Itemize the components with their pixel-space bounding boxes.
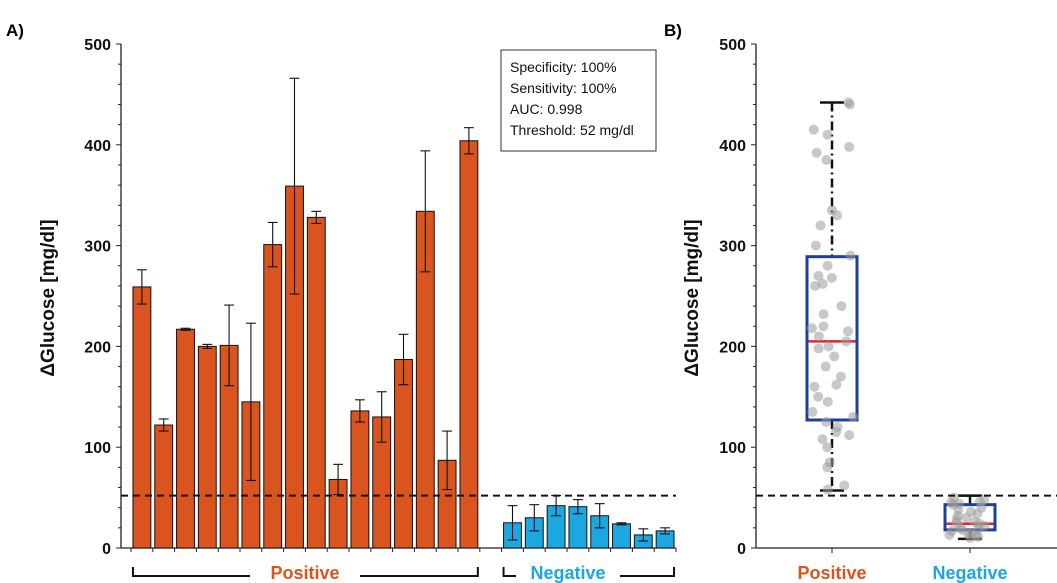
data-point <box>813 391 824 402</box>
data-point <box>809 381 820 392</box>
data-point <box>832 210 843 221</box>
data-point <box>842 326 853 337</box>
data-point <box>844 430 855 441</box>
data-point <box>813 270 824 281</box>
data-point <box>826 272 837 283</box>
data-point <box>821 417 832 427</box>
data-point <box>848 411 859 422</box>
data-point <box>972 508 983 519</box>
box <box>805 255 859 422</box>
data-point <box>807 323 818 334</box>
annotation-sensitivity: Sensitivity: 100% <box>510 80 617 96</box>
data-point <box>835 371 846 382</box>
bar <box>394 359 413 549</box>
data-point <box>817 434 828 445</box>
panel-a-y-tick-label: 300 <box>84 239 111 256</box>
data-point <box>810 240 821 251</box>
panel-a-y-tick-label: 0 <box>102 541 111 558</box>
data-point <box>811 147 822 158</box>
bar <box>612 523 631 549</box>
bar <box>459 140 479 549</box>
data-point <box>841 336 852 347</box>
data-point <box>844 99 855 110</box>
data-point <box>845 250 856 261</box>
annotation-specificity: Specificity: 100% <box>510 59 617 75</box>
panel-b-category-label: Positive <box>797 563 866 583</box>
data-point <box>831 379 842 390</box>
bar <box>132 286 152 549</box>
data-point <box>822 484 833 495</box>
data-point <box>965 532 976 543</box>
panel-b-y-tick-label: 0 <box>737 541 746 558</box>
panel-b-y-tick-label: 100 <box>719 440 746 457</box>
data-point <box>822 129 833 140</box>
data-point <box>839 480 850 491</box>
data-point <box>818 321 829 332</box>
data-point <box>807 406 818 417</box>
data-point <box>810 280 821 291</box>
data-point <box>808 124 819 135</box>
data-point <box>815 220 826 231</box>
bar <box>176 328 195 549</box>
bar <box>306 216 326 549</box>
panel-a-label: A) <box>6 21 24 40</box>
panel-b-ylabel: ΔGlucose [mg/dl] <box>682 219 703 376</box>
panel-b-y-tick-label: 300 <box>719 239 746 256</box>
bar <box>263 244 283 549</box>
data-point <box>961 512 972 523</box>
data-point <box>944 529 955 540</box>
data-point <box>813 343 824 354</box>
data-point <box>817 278 828 289</box>
bracket-negative <box>502 567 676 577</box>
panel-b-label: B) <box>664 21 682 40</box>
data-point <box>813 331 824 342</box>
panel-a-negative-label: Negative <box>530 563 605 583</box>
data-point <box>831 427 842 438</box>
data-point <box>822 396 833 407</box>
panel-a-y-tick-label: 400 <box>84 138 111 155</box>
data-point <box>821 154 832 165</box>
bar <box>350 410 370 549</box>
annotation-box <box>500 49 657 152</box>
data-point <box>823 341 834 352</box>
panel-b-y-tick-label: 400 <box>719 138 746 155</box>
data-point <box>829 351 840 362</box>
data-point <box>818 309 829 320</box>
panel-b-plot: 0 100 200 300 400 500 Positive Negative <box>719 37 1057 583</box>
panel-a-y-tick-label: 100 <box>84 440 111 457</box>
data-point <box>822 260 833 271</box>
bar <box>154 424 174 549</box>
data-point <box>844 141 855 152</box>
data-point <box>822 462 833 473</box>
bracket-positive <box>131 567 479 577</box>
panel-a-ylabel: ΔGlucose [mg/dl] <box>38 219 59 376</box>
annotation-auc: AUC: 0.998 <box>510 101 583 117</box>
panel-a-y-tick-label: 500 <box>84 37 111 54</box>
panel-a-positive-label: Positive <box>270 563 339 583</box>
panel-b-y-tick-label: 200 <box>719 339 746 356</box>
data-point <box>972 531 983 542</box>
panel-b-category-label: Negative <box>932 563 1007 583</box>
panel-a-y-tick-label: 200 <box>84 339 111 356</box>
panel-a-plot: 0 100 200 300 400 500 <box>84 37 677 577</box>
stats-annotation: Specificity: 100% Sensitivity: 100% AUC:… <box>500 49 657 152</box>
data-point <box>820 361 831 372</box>
panel-b-y-tick-label: 500 <box>719 37 746 54</box>
annotation-threshold: Threshold: 52 mg/dl <box>510 122 634 138</box>
data-point <box>822 442 833 453</box>
data-point <box>836 301 847 312</box>
bar <box>197 345 217 549</box>
